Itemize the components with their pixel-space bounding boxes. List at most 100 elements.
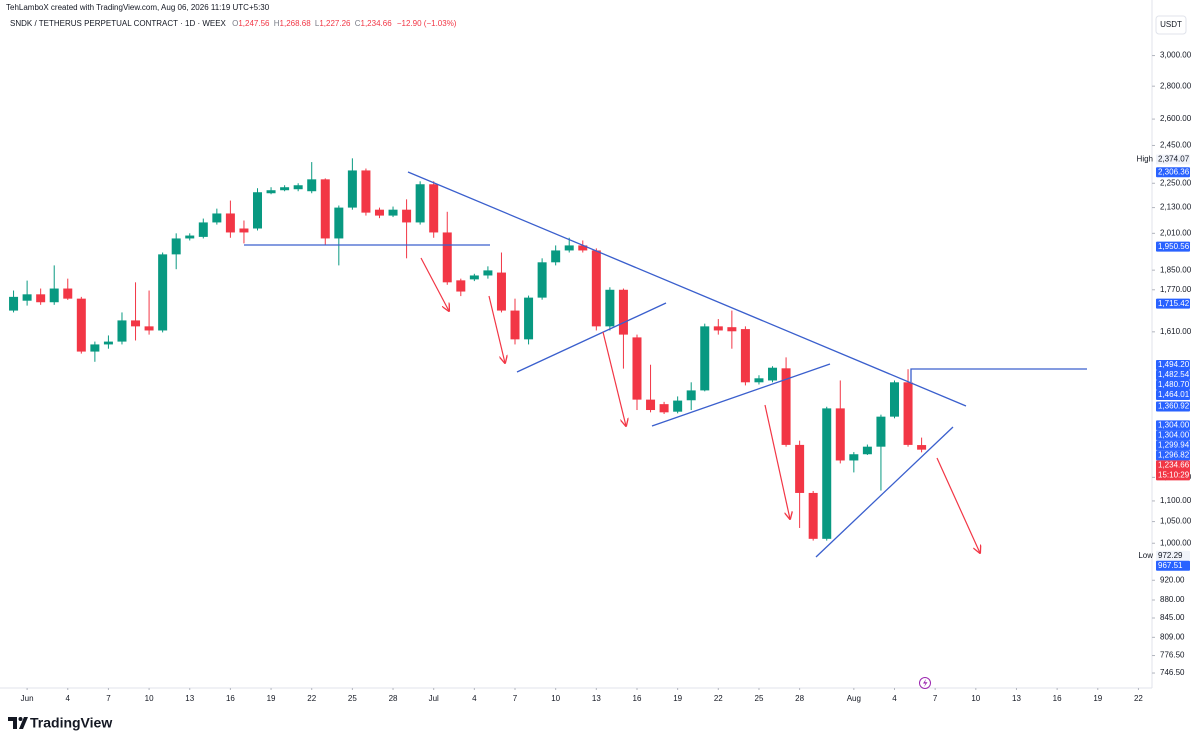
logo-shape[interactable]: [19, 717, 28, 729]
logo-dot[interactable]: [18, 717, 23, 721]
x-tick-label: 25: [755, 694, 764, 703]
candle-body: [293, 185, 303, 190]
x-tick-label: 7: [933, 694, 938, 703]
candle-body: [496, 272, 506, 311]
arrow: [602, 331, 626, 426]
candle-body: [171, 238, 181, 255]
candle-body: [700, 326, 710, 391]
price-label-box: [1156, 359, 1190, 370]
candle-body: [469, 275, 479, 280]
candle-body: [632, 337, 642, 400]
candle-body: [415, 184, 425, 223]
arrow: [936, 457, 980, 553]
currency-box[interactable]: [1155, 15, 1187, 35]
price-label-countdown: 15:10:29: [1158, 471, 1190, 480]
candle-body: [320, 179, 330, 239]
candle-body: [442, 232, 452, 283]
ohlc-value: 1,247.56: [238, 19, 270, 28]
candle-body: [49, 288, 59, 303]
candle-body: [686, 390, 696, 401]
price-label: 1,304.00: [1158, 431, 1190, 440]
candle-body: [483, 270, 493, 276]
candle-body: [63, 288, 73, 299]
ohlc-value: 1,268.68: [280, 19, 312, 28]
x-tick-label: 4: [892, 694, 897, 703]
candle-body: [225, 213, 235, 233]
y-tick-label: 920.00: [1160, 575, 1185, 584]
candle-body: [374, 209, 384, 216]
brand[interactable]: TradingView: [30, 715, 112, 731]
candle-body: [117, 320, 127, 342]
price-label-box: [1156, 550, 1190, 561]
ohlc-key: C: [355, 19, 361, 28]
price-label: 967.51: [1158, 561, 1183, 570]
candle-body: [551, 250, 561, 263]
trend-line: [516, 302, 667, 373]
price-label: 1,299.94: [1158, 441, 1190, 450]
x-tick-label: 22: [714, 694, 723, 703]
x-tick-label: 25: [348, 694, 357, 703]
candle-body: [307, 179, 317, 192]
candle-body: [605, 289, 615, 327]
price-label-box: [1156, 450, 1190, 461]
change: −12.90 (−1.03%): [397, 19, 457, 28]
candle-body: [876, 416, 886, 447]
price-label: 2,374.07: [1158, 155, 1190, 164]
candle-body: [822, 408, 832, 539]
price-label-box: [1156, 369, 1190, 380]
event-icon[interactable]: [919, 677, 931, 689]
candle-body: [131, 320, 141, 327]
brand-logo[interactable]: TradingView: [8, 715, 112, 731]
price-label: 972.29: [1158, 551, 1183, 560]
candle-body: [740, 329, 750, 383]
candle-body: [564, 245, 574, 251]
candle-body: [239, 228, 249, 233]
candle-body: [727, 327, 737, 332]
x-tick-label: 22: [307, 694, 316, 703]
event-bolt[interactable]: [923, 679, 928, 687]
trend-line: [651, 363, 831, 427]
y-tick-label: 2,010.00: [1160, 228, 1192, 237]
price-label-box: [1156, 298, 1190, 309]
y-tick-label: 1,610.00: [1160, 327, 1192, 336]
candle-body: [22, 294, 32, 301]
price-label: 1,360.92: [1158, 402, 1190, 411]
candle-body: [144, 326, 154, 331]
candle-body: [185, 235, 195, 239]
x-tick-label: 13: [592, 694, 601, 703]
candle-body: [795, 444, 805, 493]
currency[interactable]: USDT: [1160, 20, 1182, 29]
price-label: 1,296.82: [1158, 451, 1190, 460]
price-label: 1,715.42: [1158, 299, 1190, 308]
x-tick-label: 7: [513, 694, 518, 703]
arrow: [764, 404, 790, 519]
resistance-line: [910, 368, 1087, 382]
candle-body: [862, 446, 872, 455]
candle-body: [429, 184, 439, 233]
price-label-box: [1156, 241, 1190, 252]
price-label-box: [1156, 440, 1190, 451]
x-tick-label: 16: [1053, 694, 1062, 703]
y-tick-label: 2,250.00: [1160, 178, 1192, 187]
y-tick-label: 1,770.00: [1160, 285, 1192, 294]
candle-body: [402, 209, 412, 223]
ohlc-value: 1,234.66: [361, 19, 393, 28]
price-label: 1,464.01: [1158, 390, 1190, 399]
price-label-box: [1156, 167, 1190, 178]
logo-shape[interactable]: [8, 717, 17, 729]
x-tick-label: 28: [389, 694, 398, 703]
price-label: 1,234.66: [1158, 461, 1190, 470]
y-tick-label: 1,100.00: [1160, 496, 1192, 505]
symbol: SNDK / TETHERUS PERPETUAL CONTRACT · 1D …: [10, 19, 227, 28]
arrow: [488, 295, 505, 363]
x-tick-label: 7: [106, 694, 111, 703]
candle-body: [849, 454, 859, 461]
candle-body: [673, 400, 683, 412]
x-tick-label: Aug: [847, 694, 861, 703]
candle-body: [646, 399, 656, 411]
candle-body: [158, 254, 168, 331]
candle-body: [917, 445, 927, 450]
y-tick-label: 2,600.00: [1160, 114, 1192, 123]
